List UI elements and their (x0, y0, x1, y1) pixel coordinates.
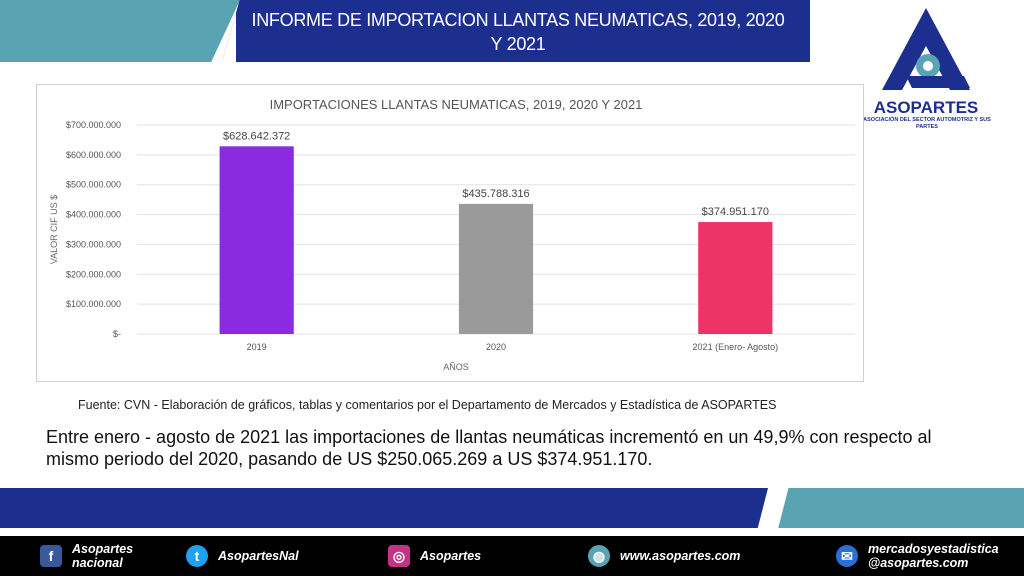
x-tick-label-2: 2021 (Enero- Agosto) (693, 342, 779, 352)
email-line1: mercadosyestadistica (868, 542, 999, 556)
source-note: Fuente: CVN - Elaboración de gráficos, t… (78, 398, 777, 412)
footer-blue-band (0, 488, 768, 528)
facebook-line1: Asopartes (72, 542, 134, 556)
x-tick-label-1: 2020 (486, 342, 506, 352)
data-label-1: $435.788.316 (462, 188, 529, 200)
y-tick-label-0: $- (113, 329, 121, 339)
y-tick-label-5: $500.000.000 (66, 180, 121, 190)
footer-instagram[interactable]: ◎ Asopartes (388, 536, 481, 576)
data-label-0: $628.642.372 (223, 130, 290, 142)
footer-teal-band (778, 488, 1024, 528)
footer-facebook[interactable]: f Asopartes nacional (40, 536, 133, 576)
bar-2 (698, 222, 773, 334)
footer-email[interactable]: ✉ mercadosyestadistica @asopartes.com (836, 536, 999, 576)
website-link: www.asopartes.com (620, 549, 741, 563)
y-tick-label-2: $200.000.000 (66, 269, 121, 279)
x-tick-label-0: 2019 (247, 342, 267, 352)
header-teal-band (0, 0, 240, 62)
summary-text: Entre enero - agosto de 2021 las importa… (46, 427, 932, 469)
asopartes-logo-icon (882, 8, 970, 90)
y-tick-label-6: $600.000.000 (66, 150, 121, 160)
chart-container: IMPORTACIONES LLANTAS NEUMATICAS, 2019, … (36, 84, 864, 382)
logo-name: ASOPARTES (873, 98, 979, 117)
facebook-line2: nacional (72, 556, 123, 570)
bar-1 (458, 203, 534, 334)
globe-icon: ◍ (588, 545, 610, 567)
footer-web[interactable]: ◍ www.asopartes.com (588, 536, 740, 576)
bar-0 (219, 146, 294, 334)
bar-chart: IMPORTACIONES LLANTAS NEUMATICAS, 2019, … (49, 97, 855, 372)
instagram-icon: ◎ (388, 545, 410, 567)
x-axis-label: AÑOS (443, 362, 469, 372)
chart-title: IMPORTACIONES LLANTAS NEUMATICAS, 2019, … (270, 97, 643, 112)
data-label-2: $374.951.170 (702, 206, 769, 218)
footer-twitter[interactable]: t AsopartesNal (186, 536, 299, 576)
twitter-icon: t (186, 545, 208, 567)
instagram-handle: Asopartes (420, 549, 482, 563)
y-tick-label-1: $100.000.000 (66, 299, 121, 309)
facebook-icon: f (40, 545, 62, 567)
email-icon: ✉ (836, 545, 858, 567)
footer-bar: f Asopartes nacional t AsopartesNal ◎ Aso… (0, 536, 1024, 576)
logo-subtitle: ASOCIACIÓN DEL SECTOR AUTOMOTRIZ Y SUS P… (863, 117, 991, 130)
y-tick-label-4: $400.000.000 (66, 210, 121, 220)
page-title: INFORME DE IMPORTACION LLANTAS NEUMATICA… (251, 10, 785, 54)
twitter-handle: AsopartesNal (218, 549, 299, 563)
y-tick-label-3: $300.000.000 (66, 239, 121, 249)
y-axis-label: VALOR CIF US $ (49, 195, 59, 264)
y-tick-label-7: $700.000.000 (66, 120, 121, 130)
email-line2: @asopartes.com (868, 556, 969, 570)
header-title-bar (222, 0, 810, 62)
